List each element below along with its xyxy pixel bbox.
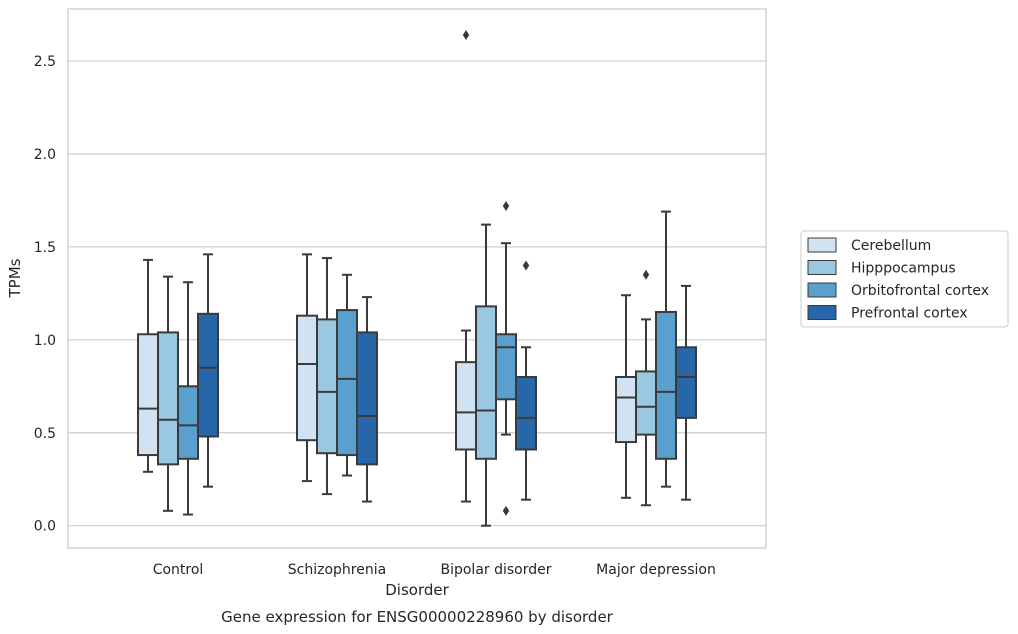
legend-swatch bbox=[807, 282, 837, 298]
box-plot bbox=[197, 253, 219, 488]
iqr-box bbox=[455, 361, 477, 451]
x-tick-label: Bipolar disorder bbox=[440, 562, 551, 578]
y-axis-label: TPMs bbox=[6, 258, 24, 298]
box-plots bbox=[137, 30, 697, 527]
box-plot bbox=[655, 210, 677, 488]
iqr-box bbox=[316, 318, 338, 455]
box-plot bbox=[515, 260, 537, 501]
box-plot bbox=[615, 294, 637, 499]
y-tick-label: 2.5 bbox=[34, 54, 56, 70]
iqr-box bbox=[635, 370, 657, 436]
box-plot bbox=[495, 201, 517, 516]
iqr-box bbox=[475, 305, 497, 460]
legend-swatch bbox=[807, 260, 837, 275]
legend-swatch bbox=[807, 305, 837, 320]
iqr-box bbox=[296, 314, 318, 442]
y-tick-label: 2.0 bbox=[34, 147, 56, 163]
plot-frame bbox=[67, 8, 767, 549]
iqr-box bbox=[615, 376, 637, 444]
iqr-box bbox=[336, 309, 358, 457]
outlier-point bbox=[462, 30, 470, 41]
iqr-box bbox=[495, 333, 517, 401]
outlier-point bbox=[502, 201, 510, 212]
legend-label: Orbitofrontal cortex bbox=[851, 283, 989, 299]
iqr-box bbox=[356, 331, 378, 466]
iqr-box bbox=[675, 346, 697, 419]
legend-frame bbox=[800, 230, 1009, 328]
y-tick-label: 0.5 bbox=[34, 426, 56, 442]
x-tick-labels: Control Schizophrenia Bipolar disorder Majo… bbox=[153, 562, 716, 578]
box-plot bbox=[455, 30, 477, 503]
chart-caption: Gene expression for ENSG00000228960 by d… bbox=[221, 608, 614, 626]
y-tick-label: 1.0 bbox=[34, 333, 56, 349]
x-tick-label: Major depression bbox=[596, 562, 716, 578]
legend-swatch bbox=[807, 237, 837, 253]
iqr-box bbox=[137, 333, 159, 457]
x-axis-label: Disorder bbox=[385, 581, 449, 599]
legend-label: Cerebellum bbox=[851, 238, 931, 254]
x-tick-label: Schizophrenia bbox=[288, 562, 386, 578]
outlier-point bbox=[522, 260, 530, 271]
box-plot bbox=[356, 296, 378, 503]
y-tick-labels: 0.0 0.5 1.0 1.5 2.0 2.5 bbox=[34, 54, 56, 535]
iqr-box bbox=[655, 310, 677, 460]
legend-label: Prefrontal cortex bbox=[851, 306, 968, 322]
y-tick-label: 1.5 bbox=[34, 240, 56, 256]
outlier-point bbox=[502, 505, 510, 516]
iqr-box bbox=[515, 376, 537, 451]
outlier-point bbox=[642, 269, 650, 280]
legend-label: Hipppocampus bbox=[851, 261, 956, 277]
y-tick-label: 0.0 bbox=[34, 519, 56, 535]
iqr-box bbox=[177, 385, 199, 460]
x-tick-label: Control bbox=[153, 562, 204, 578]
legend: Cerebellum Hipppocampus Orbitofrontal cort… bbox=[800, 230, 1009, 328]
iqr-box bbox=[197, 312, 219, 438]
iqr-box bbox=[157, 331, 179, 466]
box-plot bbox=[675, 284, 697, 501]
